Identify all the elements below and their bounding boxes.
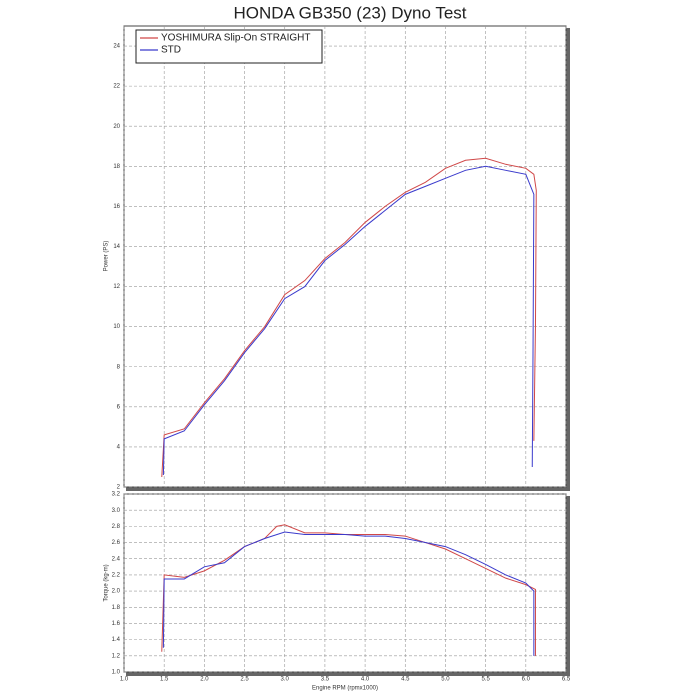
y-tick-label: 3.0	[112, 508, 121, 514]
x-tick-label: 4.0	[361, 677, 370, 683]
y-tick-label: 2.0	[112, 589, 121, 595]
plot-area	[123, 493, 567, 673]
x-tick-label: 2.5	[240, 677, 249, 683]
y-tick-label: 8	[117, 364, 121, 370]
x-tick-label: 6.5	[562, 677, 571, 683]
data-line	[161, 157, 537, 478]
y-tick-label: 2.4	[112, 556, 121, 562]
y-tick-label: 2.6	[112, 540, 121, 546]
y-tick-label: 2.8	[112, 524, 121, 530]
y-axis-label: Power (PS)	[104, 241, 110, 272]
x-tick-label: 5.0	[441, 677, 450, 683]
y-tick-label: 10	[113, 324, 120, 330]
y-tick-label: 4	[117, 444, 121, 450]
x-tick-label: 3.5	[321, 677, 330, 683]
y-tick-label: 1.2	[112, 653, 121, 659]
y-tick-label: 24	[113, 44, 120, 50]
y-tick-label: 14	[113, 244, 120, 250]
x-axis-label: Engine RPM (rpmx1000)	[312, 686, 378, 692]
y-tick-label: 20	[113, 124, 120, 130]
y-tick-label: 22	[113, 84, 120, 90]
x-tick-label: 5.5	[481, 677, 490, 683]
x-tick-label: 4.5	[401, 677, 410, 683]
y-tick-label: 1.4	[112, 637, 121, 643]
x-tick-label: 3.0	[281, 677, 290, 683]
legend-label: STD	[161, 45, 181, 56]
y-tick-label: 16	[113, 204, 120, 210]
y-tick-label: 1.0	[112, 670, 121, 676]
x-tick-label: 1.5	[160, 677, 169, 683]
y-tick-label: 2.2	[112, 572, 121, 578]
chart-title: HONDA GB350 (23) Dyno Test	[233, 3, 466, 22]
y-tick-label: 3.2	[112, 492, 121, 498]
x-tick-label: 2.0	[200, 677, 209, 683]
legend-label: YOSHIMURA Slip-On STRAIGHT	[161, 33, 310, 44]
data-line	[162, 531, 535, 656]
x-tick-label: 1.0	[120, 677, 129, 683]
y-tick-label: 12	[113, 284, 120, 290]
x-tick-label: 6.0	[522, 677, 531, 683]
legend-box	[135, 29, 323, 64]
y-tick-label: 18	[113, 164, 120, 170]
y-axis-label: Torque (kg-m)	[104, 564, 110, 601]
y-tick-label: 1.6	[112, 621, 121, 627]
data-line	[162, 165, 535, 475]
y-tick-label: 6	[117, 404, 121, 410]
y-tick-label: 1.8	[112, 605, 121, 611]
y-tick-label: 2	[117, 485, 121, 491]
plot-area	[123, 25, 567, 488]
